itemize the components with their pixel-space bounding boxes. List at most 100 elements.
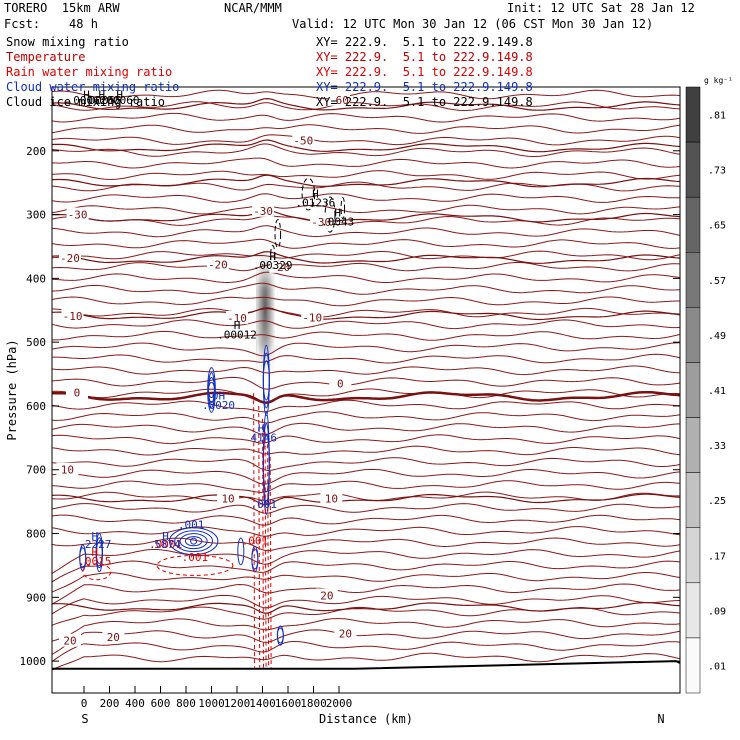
legend-field-name: Cloud water mixing ratio xyxy=(6,80,180,94)
colorbar-segment xyxy=(685,141,701,198)
ice-contour xyxy=(340,197,346,220)
isotherm-line xyxy=(51,193,681,203)
isotherm-line xyxy=(51,365,681,376)
isotherm-line xyxy=(51,572,681,593)
isotherm-line xyxy=(51,101,681,112)
isotherm-label: -10 xyxy=(302,311,322,324)
isotherm-label: 0 xyxy=(337,378,344,391)
contour-annotation: H xyxy=(162,530,169,543)
isotherm--20 xyxy=(51,251,681,264)
isotherm-label: -10 xyxy=(63,310,83,323)
cloud-water-contour xyxy=(207,367,216,413)
y-tick-label: 1000 xyxy=(20,655,47,668)
contour-annotation: 4146 xyxy=(251,432,278,445)
isotherm-label-bg xyxy=(315,588,338,602)
isotherm-label-bg xyxy=(301,310,324,324)
isotherm-label: -10 xyxy=(227,312,247,325)
isotherm-label: -30 xyxy=(68,209,88,222)
isotherm-line xyxy=(51,204,681,215)
contour-annotation: .00055 xyxy=(82,94,122,107)
colorbar-segment xyxy=(685,582,701,639)
y-tick-label: 900 xyxy=(26,591,46,604)
contour-annotation: H xyxy=(234,319,241,332)
rain-contour xyxy=(156,554,234,576)
contour-annotation: H xyxy=(334,206,341,219)
contour-annotation: H xyxy=(312,187,319,200)
contour-annotation: H xyxy=(83,88,90,101)
isotherm-line xyxy=(51,225,681,238)
cloud-water-contour xyxy=(208,381,215,399)
isotherm-line xyxy=(51,170,681,181)
legend-cross-section-coords: XY= 222.9. 5.1 to 222.9.149.8 xyxy=(316,50,533,64)
isotherm-label: -30 xyxy=(311,216,331,229)
contour-annotation: .01236 xyxy=(296,196,336,209)
x-tick-label: 0 xyxy=(81,697,88,710)
cloud-water-contour xyxy=(262,360,270,401)
isotherm-label: 20 xyxy=(320,589,333,602)
rain-contour xyxy=(267,444,270,668)
contour-annotation: .0001 xyxy=(149,538,182,551)
isotherm-label-bg xyxy=(65,385,88,399)
isotherm-line xyxy=(51,652,681,671)
isotherm-line xyxy=(51,388,681,403)
isotherm-line xyxy=(51,282,681,295)
isotherm-label: -50 xyxy=(293,135,313,148)
isotherm-line xyxy=(51,641,681,663)
legend-field-name: Cloud ice mixing ratio xyxy=(6,95,165,109)
colorbar-unit: g kg⁻¹ xyxy=(704,76,733,85)
legend-field-name: Rain water mixing ratio xyxy=(6,65,173,79)
isotherm-line xyxy=(51,238,681,249)
isotherm-line xyxy=(51,549,681,574)
isotherm-line xyxy=(51,594,681,615)
x-tick-label: 1400 xyxy=(249,697,276,710)
isotherm-label-bg xyxy=(252,203,275,217)
isotherm--40 xyxy=(51,174,681,188)
isotherm-label: -20 xyxy=(60,252,80,265)
isotherm-line xyxy=(51,307,681,318)
isotherm-line xyxy=(51,181,681,192)
isotherm-line xyxy=(51,411,681,424)
isotherm-line xyxy=(51,583,681,605)
colorbar-tick-label: .25 xyxy=(708,496,726,507)
isotherm-label: -20 xyxy=(208,258,228,271)
isotherm-label-bg xyxy=(102,629,125,643)
isotherm-line xyxy=(51,89,681,100)
cloud-water-contour xyxy=(190,537,198,545)
colorbar-segment xyxy=(685,86,701,143)
isotherm-label-bg xyxy=(310,215,333,229)
isotherm-label-bg xyxy=(66,207,89,221)
isotherm-line xyxy=(51,434,681,445)
isotherm-label: 10 xyxy=(325,492,338,505)
isotherm--60 xyxy=(51,97,681,111)
isotherm-line xyxy=(52,353,681,364)
x-tick-label: 200 xyxy=(100,697,120,710)
isotherm-10 xyxy=(51,493,681,506)
isotherm-line xyxy=(51,514,681,526)
ice-contour xyxy=(274,219,282,249)
x-tick-label: 2000 xyxy=(326,697,353,710)
isotherm-line xyxy=(51,143,681,157)
isotherm-line xyxy=(51,319,681,330)
x-tick-label: 1200 xyxy=(224,697,251,710)
isotherm-line xyxy=(51,457,681,472)
legend-field-name: Snow mixing ratio xyxy=(6,35,129,49)
contour-annotation: .0015 xyxy=(78,555,111,568)
isotherm-label-bg xyxy=(329,376,352,390)
colorbar-segment xyxy=(685,472,701,528)
isotherm-line xyxy=(51,124,681,134)
contour-annotation: .001 xyxy=(242,534,269,547)
x-tick-label: 1800 xyxy=(300,697,327,710)
cloud-water-contour xyxy=(179,533,208,550)
y-tick-label: 600 xyxy=(26,400,46,413)
isotherm-label-bg xyxy=(56,462,79,476)
colorbar-segment xyxy=(685,307,701,363)
isotherm--10 xyxy=(51,307,681,321)
contour-annotation: H xyxy=(269,250,276,263)
cloud-water-contour xyxy=(262,434,270,493)
isotherm-line xyxy=(51,618,681,642)
isotherm-line xyxy=(51,296,680,307)
rain-contour xyxy=(264,431,267,668)
isotherm-line xyxy=(51,503,681,514)
isotherm-line xyxy=(51,376,681,390)
